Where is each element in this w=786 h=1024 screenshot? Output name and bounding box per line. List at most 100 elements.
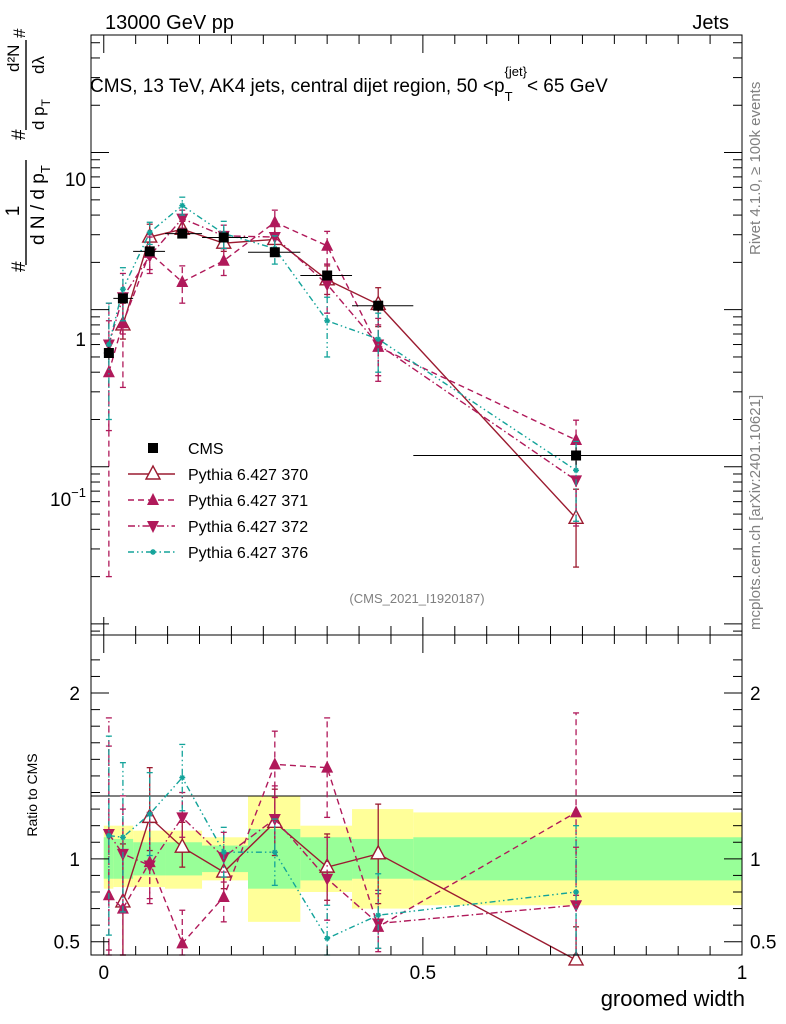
- cms-point: [373, 300, 384, 311]
- main-data-cms: [103, 228, 742, 465]
- energy-label: 13000 GeV pp: [105, 12, 234, 34]
- ratio-series-3-point: [324, 935, 331, 942]
- main-series-1-line: [108, 221, 577, 441]
- main-series-1-point: [176, 275, 189, 288]
- cms-point: [177, 228, 188, 239]
- ratio-series-2-point: [321, 873, 334, 886]
- ratio-series-2-point: [268, 814, 281, 827]
- legend-label: Pythia 6.427 371: [188, 493, 308, 510]
- ratio-y-tick-label: 0.5: [54, 933, 80, 954]
- main-title: CMS, 13 TeV, AK4 jets, central dijet reg…: [90, 64, 608, 104]
- legend-label: Pythia 6.427 376: [188, 545, 308, 562]
- ylabel-hash-2: #: [9, 129, 30, 140]
- mcplots-label: mcplots.cern.ch [arXiv:2401.10621]: [747, 395, 764, 630]
- ratio-series-2-point: [176, 812, 189, 825]
- legend-entry: Pythia 6.427 370: [128, 464, 308, 484]
- ratio-series-3-point: [220, 849, 227, 856]
- ratio-band-inner: [300, 837, 353, 881]
- legend: CMS Pythia 6.427 370 Pythia 6.427 371 Pythi…: [128, 441, 308, 562]
- main-series-3-point: [324, 317, 331, 324]
- ratio-plot-frame: [90, 634, 743, 956]
- main-series-3-point: [179, 202, 186, 209]
- y-tick-label-0.1: 10−1: [50, 485, 86, 511]
- legend-label: Pythia 6.427 370: [188, 467, 308, 484]
- main-series-2-point: [268, 232, 281, 245]
- main-y-axis-label: # 1 d N / d pT # d²N d pT # dλ: [3, 28, 53, 272]
- legend-marker: [147, 493, 159, 505]
- main-series-1-point: [570, 433, 583, 446]
- ylabel-one: 1: [3, 206, 24, 217]
- ratio-series-3-point: [573, 888, 580, 895]
- ratio-series-0-point: [174, 837, 191, 853]
- ratio-y-tick-label-right: 0.5: [750, 933, 776, 954]
- y-tick-label-10: 10: [65, 170, 86, 191]
- legend-marker: [150, 549, 156, 555]
- main-series-1-point: [268, 215, 281, 228]
- legend-marker: [148, 443, 158, 453]
- legend-entry: CMS: [148, 441, 224, 458]
- ratio-uncertainty-bands: [103, 795, 742, 922]
- y-tick-label-1: 1: [75, 330, 86, 351]
- ratio-y-tick-label: 2: [69, 684, 80, 705]
- ylabel-hash-3: #: [10, 28, 29, 38]
- cms-point: [218, 232, 229, 243]
- legend-label: CMS: [188, 441, 224, 458]
- ylabel-hash-1: #: [9, 261, 30, 272]
- main-series-3-line: [108, 204, 577, 471]
- x-tick-label: 0: [98, 963, 109, 984]
- ratio-series-0-point: [370, 844, 387, 860]
- analysis-id: (CMS_2021_I1920187): [349, 591, 484, 606]
- ratio-panel: 0.5 0.51 12 20 0.5 1 Ratio to CMS groomed wid…: [24, 634, 776, 1011]
- main-series-3-point: [573, 467, 580, 474]
- ratio-series-2-point: [143, 860, 156, 873]
- main-series-1-point: [321, 238, 334, 251]
- ratio-series-3-point: [271, 849, 278, 856]
- main-series-2: [102, 209, 583, 527]
- ylabel-dpt: d pT: [29, 98, 53, 130]
- ratio-series-1-point: [176, 936, 189, 949]
- main-series-1: [102, 209, 583, 578]
- x-tick-label: 1: [737, 963, 748, 984]
- ylabel-dn-over-dpt: d N / d pT: [28, 165, 53, 245]
- ratio-series-3-point: [119, 834, 126, 841]
- cms-point: [269, 247, 280, 258]
- ratio-axes: 0.5 0.51 12 20 0.5 1: [54, 635, 776, 984]
- main-series-2-point: [176, 213, 189, 226]
- main-series-2-point: [372, 339, 385, 352]
- main-series-1-point: [116, 316, 129, 329]
- ratio-y-tick-label-right: 1: [750, 850, 761, 871]
- main-series-3-point: [105, 341, 112, 348]
- x-tick-label: 0.5: [410, 963, 436, 984]
- ylabel-d2n: d²N: [4, 45, 23, 72]
- cms-point: [144, 246, 155, 257]
- cms-point: [117, 293, 128, 304]
- ratio-series-3-point: [179, 774, 186, 781]
- ratio-band-inner: [413, 837, 742, 881]
- main-series-2-line: [108, 217, 577, 481]
- legend-marker: [144, 464, 162, 480]
- ratio-y-tick-label: 1: [69, 850, 80, 871]
- ylabel-dlambda: dλ: [29, 56, 48, 74]
- legend-marker: [147, 521, 159, 533]
- main-panel: CMS, 13 TeV, AK4 jets, central dijet reg…: [3, 28, 743, 636]
- cms-point: [571, 450, 582, 461]
- main-axes: [91, 35, 743, 635]
- legend-label: Pythia 6.427 372: [188, 519, 308, 536]
- ratio-series-2-point: [570, 900, 583, 913]
- ratio-series-3-point: [375, 912, 382, 919]
- cms-point: [322, 270, 333, 281]
- ratio-series-2-line: [108, 816, 577, 925]
- main-series-3-point: [146, 229, 153, 236]
- main-series-3-point: [375, 336, 382, 343]
- main-series-0: [114, 219, 585, 568]
- ratio-series-0-point: [567, 950, 585, 966]
- ratio-y-tick-label-right: 2: [750, 684, 761, 705]
- category-label: Jets: [692, 12, 729, 34]
- x-axis-label: groomed width: [601, 986, 745, 1011]
- ratio-series-1-point: [217, 889, 230, 902]
- main-series-3-point: [119, 286, 126, 293]
- ratio-series-1-point: [570, 805, 583, 818]
- ratio-series-1-point: [268, 757, 281, 770]
- ratio-series-3-point: [105, 832, 112, 839]
